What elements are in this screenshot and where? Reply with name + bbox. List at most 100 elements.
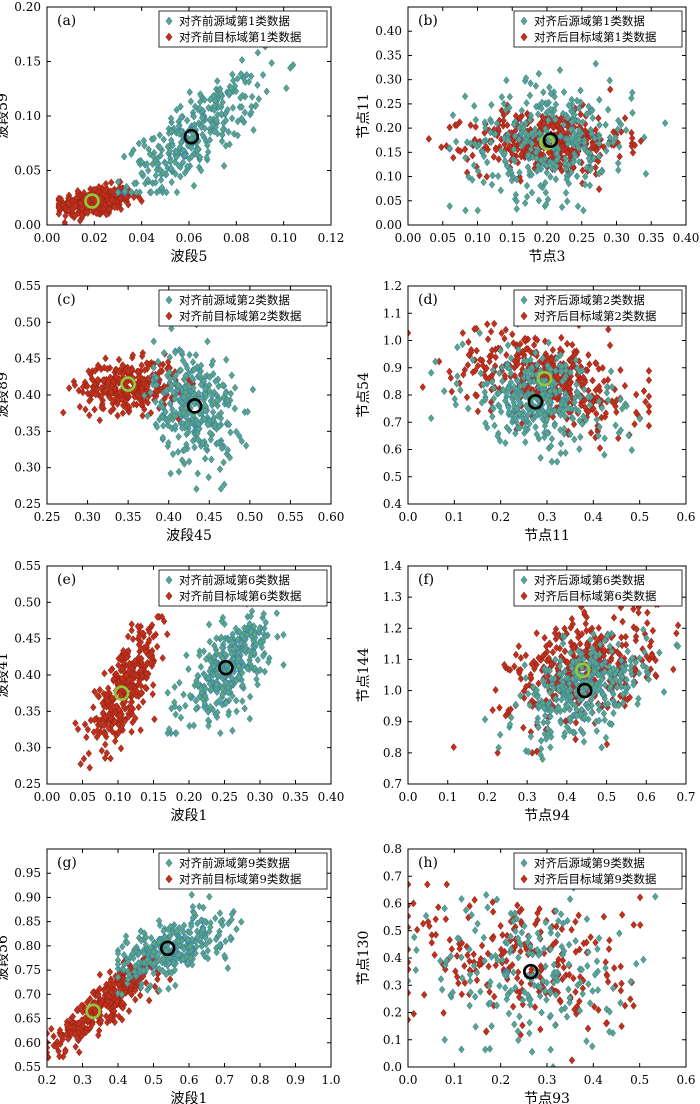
source-point [543,428,550,437]
source-point [179,158,187,167]
chart-panel-g: 0.2 0.3 0.4 0.5 0.6 0.7 0.8 0.9 1.00.550.600.650… [0,848,341,1104]
source-point [231,404,238,413]
target-point [541,633,548,642]
source-point [604,105,612,114]
target-point [107,666,115,675]
source-point [623,675,630,684]
source-point [473,142,481,151]
source-point [141,391,148,400]
target-point [606,341,614,350]
x-tick-label: 0.05 [429,231,456,245]
target-point [530,341,538,350]
source-point [598,743,605,752]
x-tick-label: 0.10 [464,231,491,245]
source-point [601,450,608,459]
source-point [559,639,567,648]
x-tick-label: 0.20 [176,790,203,804]
source-point [197,380,205,389]
source-point [573,711,581,720]
target-point [527,673,535,682]
source-point [569,657,577,666]
target-point [132,995,139,1004]
y-tick-label: 0.45 [14,632,41,646]
x-tick-label: 0.1 [438,790,457,804]
target-point [146,628,153,637]
source-point [561,159,569,168]
source-point [500,99,508,108]
source-point [558,203,566,212]
target-point [595,382,603,391]
source-point [469,355,476,364]
source-point [591,667,598,676]
source-point [515,345,522,354]
source-point [551,92,558,101]
source-point [465,404,472,413]
target-point [104,997,111,1006]
source-point [614,125,622,134]
target-point [120,646,127,655]
target-point [633,390,640,399]
target-point [90,185,98,194]
target-point [138,361,145,370]
source-point [210,662,217,671]
x-tick-label: 0.4 [557,790,576,804]
source-point [167,164,175,173]
target-point [483,364,490,373]
target-point [101,669,108,678]
source-point [494,172,502,181]
source-point [562,165,570,174]
y-tick-label: 1.2 [383,279,402,293]
source-point [547,172,554,181]
source-point [200,647,208,656]
source-point [532,81,540,90]
target-point [141,405,148,414]
source-point [167,469,174,478]
target-point [561,647,569,656]
target-point [673,629,680,638]
source-point [612,421,619,430]
source-point [182,701,189,710]
target-point [496,703,503,712]
source-point [498,92,506,101]
source-point [254,655,262,664]
target-point [114,411,121,420]
target-point [477,355,484,364]
source-point [615,701,622,710]
target-point [146,636,153,645]
source-point [556,669,563,678]
source-point [175,121,183,130]
source-point [483,379,491,388]
source-point [499,385,507,394]
source-point [521,199,529,208]
target-point [463,393,471,402]
x-tick-label: 0.15 [140,790,167,804]
source-point [229,726,236,735]
x-tick-label: 0.0 [398,510,417,524]
source-point [172,981,179,990]
target-point [472,122,479,131]
source-point [557,350,564,359]
target-point [610,128,617,137]
x-axis-label: 节点94 [524,808,570,824]
target-point [487,327,495,336]
source-point [253,639,260,648]
y-tick-label: 0.25 [14,777,41,791]
y-tick-label: 1.1 [383,652,402,666]
source-point [206,135,214,144]
target-point [78,1016,85,1025]
legend-label: 对齐后目标域第1类数据 [534,30,657,44]
target-point [137,726,144,735]
source-point [584,147,591,156]
source-point [575,117,582,126]
target-point [111,718,118,727]
source-point [529,370,536,379]
source-point [522,128,529,137]
target-point [125,646,132,655]
target-point [517,665,524,674]
source-point [603,388,611,397]
target-point [164,630,171,639]
source-point [526,91,534,100]
target-point [618,633,625,642]
source-point [589,114,596,123]
